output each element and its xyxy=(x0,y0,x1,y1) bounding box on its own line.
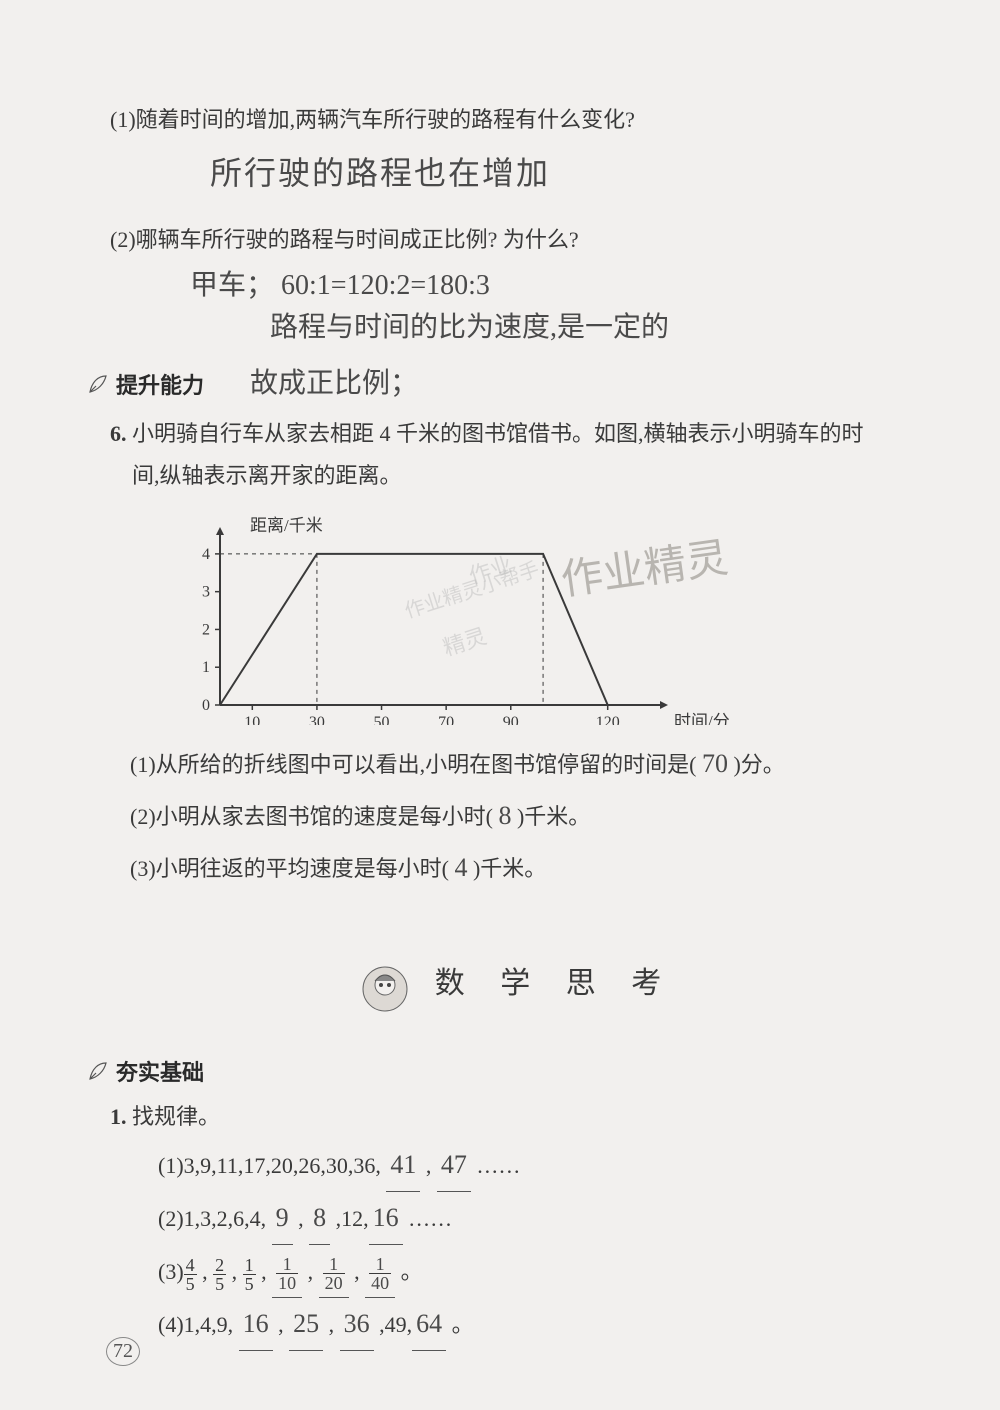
section-marker-basics: 夯实基础 xyxy=(86,1055,940,1087)
svg-text:1: 1 xyxy=(202,659,210,676)
section-marker-basics-text: 夯实基础 xyxy=(116,1055,204,1087)
q6-s1-pre: (1)从所给的折线图中可以看出,小明在图书馆停留的时间是( xyxy=(130,752,702,777)
section-marker-improve: 提升能力 故成正比例； xyxy=(86,363,940,405)
section-marker-improve-text: 提升能力 xyxy=(116,368,204,400)
page-number-value: 72 xyxy=(106,1337,140,1366)
pattern-row-2: (2)1,3,2,6,4, 9 , 8 ,12,16 …… xyxy=(158,1192,940,1245)
question-6-sub2: (2)小明从家去图书馆的速度是每小时( 8 )千米。 xyxy=(130,790,940,842)
question-6: 6. 小明骑自行车从家去相距 4 千米的图书馆借书。如图,横轴表示小明骑车的时 … xyxy=(110,413,940,497)
pattern-row-3: (3)45 , 25 , 15 , 110 , 120 , 140 。 xyxy=(158,1245,940,1298)
svg-text:70: 70 xyxy=(438,714,454,725)
svg-text:30: 30 xyxy=(309,714,325,725)
question-2-answer-line3: 故成正比例； xyxy=(250,363,418,405)
svg-text:0: 0 xyxy=(202,697,210,714)
section-header-text: 数 学 思 考 xyxy=(419,954,692,1006)
svg-text:精灵: 精灵 xyxy=(440,623,490,660)
q6-s3-post: )千米。 xyxy=(467,856,546,881)
svg-text:120: 120 xyxy=(596,714,620,725)
svg-text:时间/分: 时间/分 xyxy=(674,712,730,725)
question-1-label: (1)随着时间的增加,两辆汽车所行驶的路程有什么变化? xyxy=(110,100,940,140)
svg-text:4: 4 xyxy=(202,546,210,563)
svg-text:2: 2 xyxy=(202,621,210,638)
question-2-label: (2)哪辆车所行驶的路程与时间成正比例? 为什么? xyxy=(110,220,940,260)
pattern-row-1: (1)3,9,11,17,20,26,30,36, 41 , 47 …… xyxy=(158,1139,940,1192)
question-2-answer-line1: 甲车； 60:1=120:2=180:3 xyxy=(190,265,940,307)
question-6-sub3: (3)小明往返的平均速度是每小时( 4 )千米。 xyxy=(130,842,940,894)
q1-title: 找规律。 xyxy=(132,1104,220,1129)
q6-s2-answer: 8 xyxy=(498,790,511,842)
question-6-text-1: 小明骑自行车从家去相距 4 千米的图书馆借书。如图,横轴表示小明骑车的时 xyxy=(132,421,864,446)
question-1-answer: 所行驶的路程也在增加 xyxy=(210,148,940,194)
question-6-sub1: (1)从所给的折线图中可以看出,小明在图书馆停留的时间是( 70 )分。 xyxy=(130,738,940,790)
question-1-patterns: 1. 找规律。 (1)3,9,11,17,20,26,30,36, 41 , 4… xyxy=(110,1095,940,1351)
question-2-answer-line2: 路程与时间的比为速度,是一定的 xyxy=(270,307,940,349)
svg-text:50: 50 xyxy=(374,714,390,725)
leaf-icon xyxy=(86,1059,110,1083)
leaf-icon xyxy=(86,372,110,396)
section-header-math-thinking: 数 学 思 考 xyxy=(110,954,940,1015)
q1-number: 1. xyxy=(110,1104,127,1129)
q6-s1-post: )分。 xyxy=(728,752,785,777)
svg-text:10: 10 xyxy=(244,714,260,725)
svg-text:3: 3 xyxy=(202,583,210,600)
pattern-row-4: (4)1,4,9, 16 , 25 , 36 ,49,64 。 xyxy=(158,1298,940,1351)
svg-text:90: 90 xyxy=(503,714,519,725)
q6-s3-pre: (3)小明往返的平均速度是每小时( xyxy=(130,856,454,881)
page-number: 72 xyxy=(106,1337,140,1366)
q6-s1-answer: 70 xyxy=(702,738,728,790)
question-6-text-2: 间,纵轴表示离开家的距离。 xyxy=(132,455,402,497)
q6-s2-post: )千米。 xyxy=(511,804,590,829)
svg-text:距离/千米: 距离/千米 xyxy=(250,516,323,535)
q6-s2-pre: (2)小明从家去图书馆的速度是每小时( xyxy=(130,804,498,829)
mascot-icon xyxy=(359,963,411,1015)
question-6-number: 6. xyxy=(110,421,127,446)
distance-time-chart: 012341030507090120距离/千米时间/分 作业精灵小帮手 作业 精… xyxy=(180,515,940,730)
q6-s3-answer: 4 xyxy=(454,842,467,894)
